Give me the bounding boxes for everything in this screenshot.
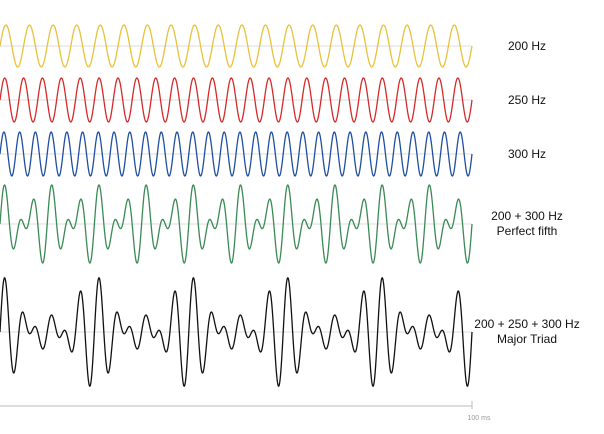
- series-label-3: 300 Hz: [452, 147, 602, 162]
- series-label-name: 200 Hz: [507, 38, 547, 53]
- waveform-series-3: [0, 131, 473, 177]
- waveform-series-1: [0, 24, 473, 68]
- series-label-1: 200 Hz: [452, 39, 602, 54]
- series-label-2: 250 Hz: [452, 93, 602, 108]
- waveform-series-2: [0, 77, 473, 123]
- waveform-series-5: [0, 277, 473, 387]
- waveform-series-4: [0, 184, 473, 264]
- series-label-subtitle: Perfect fifth: [496, 224, 558, 238]
- series-label-name: 200 + 300 Hz: [491, 209, 563, 223]
- series-label-4: 200 + 300 Hz Perfect fifth: [452, 209, 602, 239]
- series-label-5: 200 + 250 + 300 Hz Major Triad: [452, 317, 602, 347]
- series-label-name: 300 Hz: [507, 146, 547, 161]
- time-axis-end-label: 100 ms: [468, 415, 491, 422]
- series-label-name: 200 + 250 + 300 Hz: [474, 317, 580, 331]
- series-label-name: 250 Hz: [507, 92, 547, 107]
- series-label-subtitle: Major Triad: [496, 332, 558, 346]
